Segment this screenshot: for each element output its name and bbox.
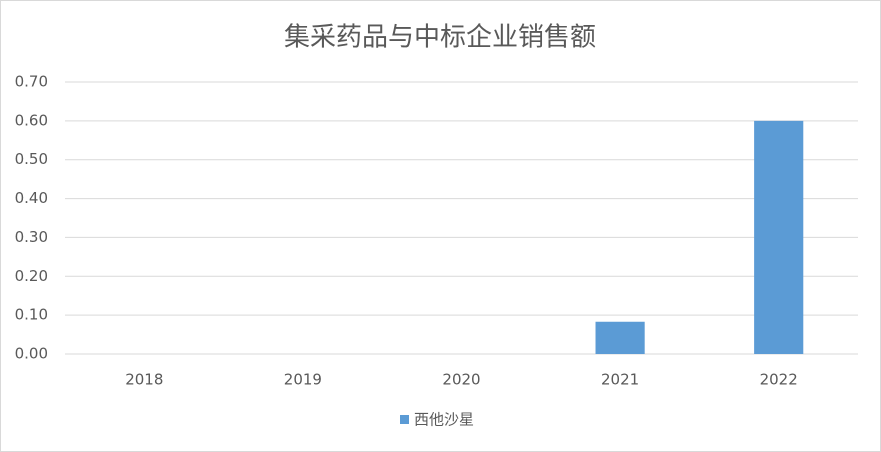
x-tick-label: 2020: [442, 371, 480, 389]
legend-swatch: [400, 415, 409, 424]
legend-label: 西他沙星: [414, 411, 474, 429]
y-tick-label: 0.50: [15, 150, 48, 168]
x-tick-label: 2021: [601, 371, 639, 389]
bar: [754, 120, 804, 354]
chart-title: 集采药品与中标企业销售额: [284, 23, 596, 53]
x-tick-label: 2019: [284, 371, 322, 389]
y-tick-label: 0.00: [15, 345, 48, 363]
y-tick-label: 0.70: [15, 73, 48, 91]
x-tick-label: 2018: [125, 371, 163, 389]
y-tick-label: 0.40: [15, 189, 48, 207]
y-tick-label: 0.20: [15, 267, 48, 285]
y-tick-label: 0.10: [15, 306, 48, 324]
bar: [595, 321, 645, 354]
x-tick-label: 2022: [760, 371, 798, 389]
y-tick-label: 0.60: [15, 111, 48, 129]
y-tick-label: 0.30: [15, 228, 48, 246]
